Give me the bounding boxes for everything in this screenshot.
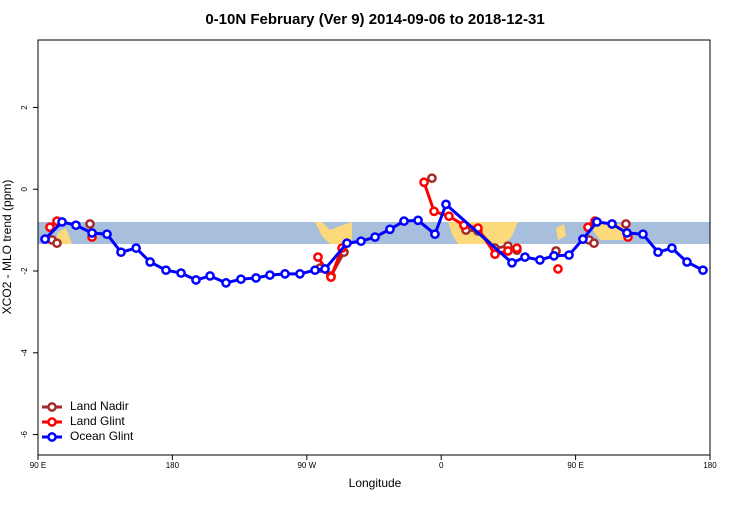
- point: [653, 247, 663, 258]
- point: [399, 216, 409, 226]
- legend-marker: [47, 432, 57, 442]
- point: [503, 246, 513, 256]
- point: [57, 217, 67, 227]
- x-tick-label: 180: [703, 461, 717, 470]
- point: [205, 271, 215, 281]
- point: [507, 257, 517, 268]
- x-tick-label: 90 E: [30, 461, 46, 470]
- point: [40, 234, 50, 244]
- point: [161, 265, 171, 276]
- point: [413, 215, 423, 226]
- point: [535, 255, 545, 265]
- point: [682, 257, 692, 267]
- point: [549, 251, 559, 261]
- point: [419, 177, 429, 188]
- x-tick-label: 0: [439, 461, 444, 470]
- point: [430, 229, 440, 240]
- point: [621, 219, 631, 229]
- point: [191, 275, 201, 285]
- point: [176, 268, 186, 278]
- point: [638, 229, 648, 240]
- point: [589, 238, 599, 249]
- point: [356, 236, 366, 247]
- point: [265, 270, 275, 280]
- point: [444, 211, 454, 222]
- y-tick-label: -2: [20, 267, 29, 275]
- point: [592, 217, 602, 227]
- point: [116, 247, 126, 258]
- point: [71, 220, 81, 231]
- y-tick-label: 2: [20, 105, 29, 110]
- point: [145, 257, 155, 267]
- plot-frame: [37, 39, 711, 456]
- y-tick-label: -6: [20, 430, 29, 438]
- point: [553, 264, 563, 274]
- chart-title: 0-10N February (Ver 9) 2014-09-06 to 201…: [205, 11, 544, 28]
- point: [326, 272, 336, 282]
- point: [310, 265, 320, 276]
- point: [512, 243, 522, 253]
- point: [45, 222, 55, 233]
- point: [622, 228, 632, 238]
- point: [441, 199, 451, 210]
- x-tick-label: 90 E: [567, 461, 583, 470]
- point: [578, 234, 588, 244]
- point: [490, 249, 500, 260]
- point: [85, 219, 95, 229]
- point: [564, 250, 574, 260]
- point: [427, 173, 437, 184]
- point: [520, 252, 530, 262]
- point: [429, 206, 439, 217]
- legend-marker: [47, 417, 57, 427]
- point: [698, 265, 708, 276]
- point: [667, 243, 677, 253]
- legend-marker: [47, 402, 57, 412]
- y-tick-label: -4: [20, 349, 29, 357]
- x-axis-label: Longitude: [349, 476, 402, 490]
- point: [385, 224, 395, 235]
- x-tick-label: 90 W: [297, 461, 316, 470]
- legend-label: Ocean Glint: [70, 429, 134, 443]
- point: [131, 243, 141, 253]
- y-axis-label: XCO2 - MLO trend (ppm): [0, 180, 14, 315]
- point: [320, 264, 330, 274]
- point: [280, 269, 290, 279]
- point: [52, 238, 62, 249]
- point: [236, 274, 246, 285]
- legend-label: Land Glint: [70, 414, 125, 428]
- point: [102, 229, 112, 240]
- point: [87, 228, 97, 238]
- point: [251, 273, 261, 283]
- point: [370, 232, 380, 242]
- point: [607, 219, 617, 229]
- y-tick-label: 0: [20, 186, 29, 191]
- point: [313, 252, 323, 262]
- point: [221, 278, 231, 288]
- legend-label: Land Nadir: [70, 399, 129, 413]
- point: [295, 269, 305, 279]
- point: [342, 238, 352, 249]
- x-tick-label: 180: [166, 461, 180, 470]
